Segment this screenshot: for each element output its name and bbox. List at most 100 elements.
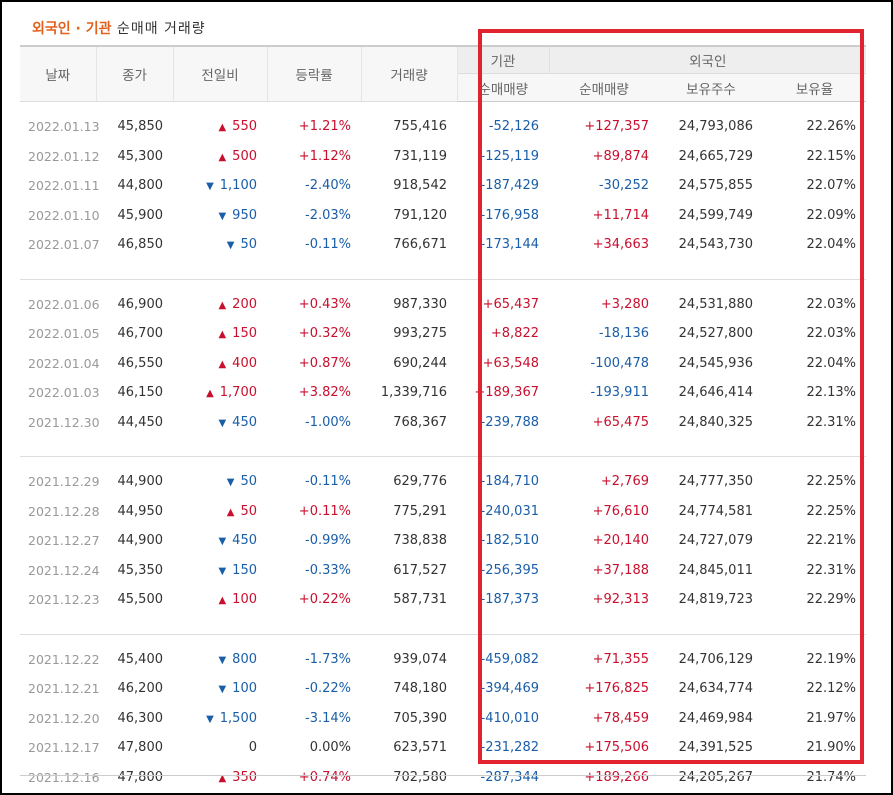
row-volume: 939,074 [393,651,447,667]
row-foreign-net: +78,459 [592,710,649,726]
row-rate: +0.11% [298,503,351,519]
row-ratio: 22.19% [806,651,857,667]
table-bottom-border [20,775,866,776]
table-body: 2022.01.13 45,850 ▲ 550 +1.21% 755,416 -52,126… [20,102,867,793]
title-foreign: 외국인 [32,21,71,37]
group-divider [20,259,867,280]
row-close: 45,850 [117,119,164,135]
row-change: ▼ 800 [173,645,267,675]
row-close: 47,800 [117,769,164,785]
row-date: 2021.12.30 [28,414,100,430]
arrow-down-icon: ▼ [218,210,227,222]
section-title: 외국인 · 기관 순매매 거래량 [32,18,206,38]
trading-table-wrapper: 날짜 종가 전일비 등락률 거래량 기관 외국인 순매매량 순매매량 보유주수 … [20,45,867,793]
row-change-value: 50 [240,503,257,519]
row-close: 44,450 [117,414,164,430]
table-row: 2021.12.23 45,500 ▲ 100 +0.22% 587,731 -187,37… [20,585,866,615]
row-volume: 623,571 [393,740,447,756]
row-change: ▼ 100 [173,674,267,704]
header-volume: 거래량 [361,45,458,102]
row-close: 45,350 [117,562,164,578]
row-volume: 738,838 [393,533,447,549]
row-change-value: 100 [232,681,257,697]
row-rate: +0.32% [298,326,351,342]
table-row: 2021.12.20 46,300 ▼ 1,500 -3.14% 705,390 -410,… [20,704,866,734]
row-holdings: 24,774,581 [678,503,753,519]
row-foreign-net: +65,475 [592,414,649,430]
row-holdings: 24,646,414 [678,385,753,401]
row-inst-net: -184,710 [480,474,539,490]
row-holdings: 24,777,350 [678,474,753,490]
row-rate: -0.11% [305,474,351,490]
row-date: 2022.01.05 [28,326,100,342]
row-volume: 918,542 [393,178,447,194]
row-holdings: 24,819,723 [678,592,753,608]
header-foreign: 외국인 [548,45,867,74]
row-rate: +0.87% [298,355,351,371]
row-foreign-net: +20,140 [592,533,649,549]
arrow-up-icon: ▲ [218,329,227,341]
arrow-up-icon: ▲ [206,388,214,400]
arrow-up-icon: ▲ [218,772,227,784]
arrow-down-icon: ▼ [226,240,235,252]
row-ratio: 22.25% [806,503,857,519]
row-change-value: 950 [232,207,257,223]
row-change-value: 150 [232,562,257,578]
row-foreign-net: +92,313 [592,592,649,608]
table-row: 2021.12.22 45,400 ▼ 800 -1.73% 939,074 -459,08… [20,645,866,675]
row-date: 2021.12.17 [28,740,100,756]
row-foreign-net: +176,825 [584,681,649,697]
row-rate: +0.22% [298,592,351,608]
row-date: 2022.01.12 [28,148,100,164]
arrow-up-icon: ▲ [218,358,227,370]
row-change: ▼ 50 [173,467,267,497]
row-inst-net: -459,082 [480,651,539,667]
row-close: 45,900 [117,207,164,223]
row-close: 44,900 [117,474,164,490]
header-change: 전일비 [173,45,268,102]
row-close: 46,300 [117,710,164,726]
row-holdings: 24,527,800 [678,326,753,342]
table-row: 2022.01.12 45,300 ▲ 500 +1.12% 731,119 -125,11… [20,142,866,172]
row-ratio: 22.25% [806,474,857,490]
row-change: ▲ 200 [173,290,267,320]
row-foreign-net: -193,911 [590,385,649,401]
row-inst-net: -187,429 [480,178,539,194]
row-holdings: 24,634,774 [678,681,753,697]
row-ratio: 22.04% [806,355,857,371]
row-inst-net: -176,958 [480,207,539,223]
row-rate: -0.33% [305,562,351,578]
row-close: 46,850 [117,237,164,253]
row-change-value: 400 [232,355,257,371]
row-volume: 690,244 [393,355,447,371]
table-row: 2021.12.29 44,900 ▼ 50 -0.11% 629,776 -184,710… [20,467,866,497]
row-inst-net: -187,373 [480,592,539,608]
row-inst-net: -287,344 [480,769,539,785]
arrow-down-icon: ▼ [218,565,227,577]
row-rate: 0.00% [309,740,351,756]
title-rest: 순매매 거래량 [111,21,206,37]
title-dot: · [70,21,86,37]
row-change-value: 50 [240,474,257,490]
row-volume: 768,367 [393,414,447,430]
table-row: 2021.12.28 44,950 ▲ 50 +0.11% 775,291 -240,031… [20,497,866,527]
row-close: 45,300 [117,148,164,164]
table-row: 2022.01.11 44,800 ▼ 1,100 -2.40% 918,542 -187,… [20,171,866,201]
row-change-value: 1,100 [219,178,257,194]
row-change-value: 350 [232,769,257,785]
row-date: 2022.01.13 [28,119,100,135]
table-row: 2022.01.10 45,900 ▼ 950 -2.03% 791,120 -176,95… [20,201,866,231]
row-close: 46,200 [117,681,164,697]
row-volume: 755,416 [393,119,447,135]
highlight-box [478,29,864,764]
row-holdings: 24,575,855 [678,178,753,194]
row-inst-net: -52,126 [488,119,539,135]
row-foreign-net: +3,280 [600,296,649,312]
row-change-value: 200 [232,296,257,312]
row-rate: +3.82% [298,385,351,401]
row-date: 2022.01.10 [28,207,100,223]
row-holdings: 24,727,079 [678,533,753,549]
row-change: ▼ 50 [173,230,267,260]
table-row: 2021.12.30 44,450 ▼ 450 -1.00% 768,367 -239,78… [20,408,866,438]
arrow-down-icon: ▼ [226,477,235,489]
